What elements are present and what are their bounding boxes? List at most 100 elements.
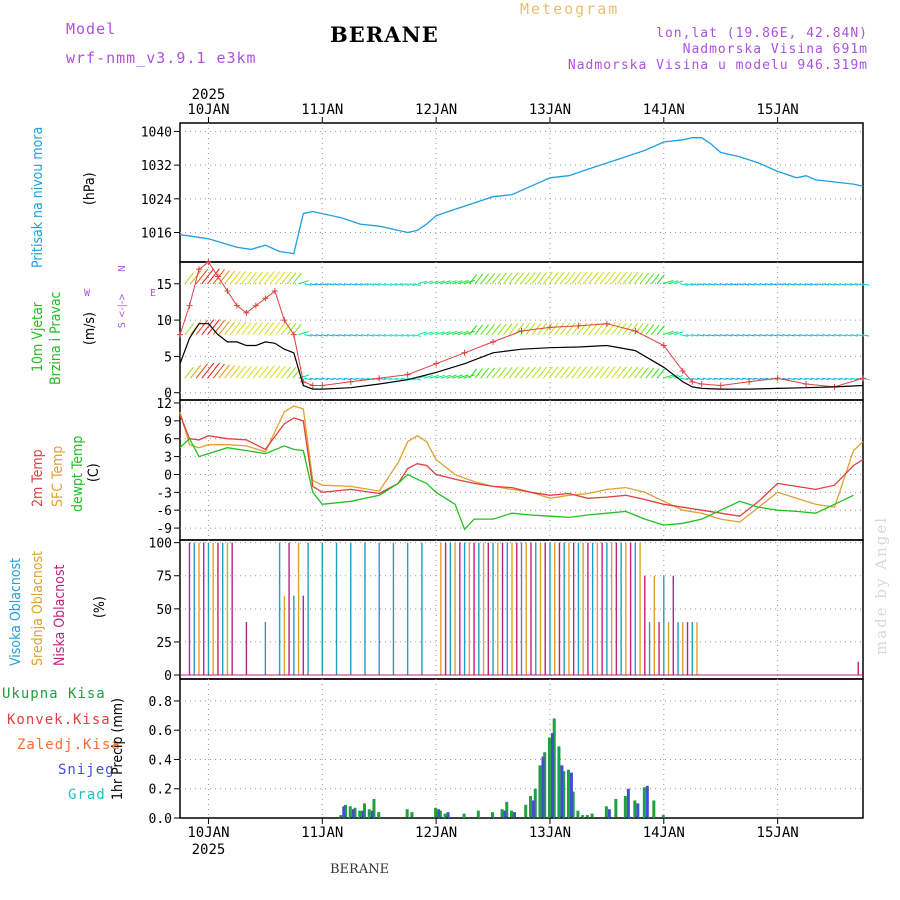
wind-barb xyxy=(702,283,710,286)
precip-legend-total: Ukupna Kisa xyxy=(2,686,106,702)
wind-barb xyxy=(588,271,599,285)
precip-total-bar xyxy=(614,798,618,818)
wind-barb xyxy=(799,377,807,381)
wind-barb xyxy=(708,283,716,286)
wind-barb xyxy=(662,330,674,336)
gust-marker xyxy=(195,266,202,273)
wind-barb xyxy=(321,334,329,337)
wind-barb xyxy=(850,283,858,286)
wind-barb xyxy=(759,283,767,286)
wind-barb xyxy=(252,271,263,285)
wind-barb xyxy=(753,283,761,286)
wind-barb xyxy=(839,377,847,381)
wind-barb xyxy=(508,272,519,285)
wind-barb xyxy=(861,283,870,286)
wind-barb xyxy=(605,322,616,335)
gust-marker xyxy=(774,375,781,382)
y-tick-label: 0.2 xyxy=(149,783,172,798)
gust-marker xyxy=(518,328,525,334)
wind-barb xyxy=(611,271,622,285)
wind-barb xyxy=(452,280,463,285)
wind-barb xyxy=(201,362,215,379)
precip-total-bar xyxy=(623,796,627,818)
wind-barb xyxy=(656,325,665,335)
wind-barb xyxy=(349,334,357,337)
precip-total-bar xyxy=(547,737,551,818)
wind-barb xyxy=(235,365,247,379)
wind-barb xyxy=(537,322,548,335)
wind-barb xyxy=(816,283,824,286)
wind-barb xyxy=(366,334,375,337)
precip-total-bar xyxy=(438,810,442,818)
wind-barb xyxy=(782,334,790,337)
precip-total-bar xyxy=(377,812,381,818)
wind-barb xyxy=(309,377,317,381)
wind-barb xyxy=(736,334,744,337)
x-tick-label-bottom: 15JAN xyxy=(757,825,799,841)
wind-barb xyxy=(474,368,484,379)
wind-barb xyxy=(719,334,727,337)
wind-barb xyxy=(338,377,346,381)
wind-barb xyxy=(793,334,801,337)
y-tick-label: 0 xyxy=(164,669,172,684)
wind-barb xyxy=(429,374,439,379)
gust-marker xyxy=(309,382,316,389)
wind-barb xyxy=(810,283,818,286)
wind-barb xyxy=(406,334,416,337)
wind-barb xyxy=(395,377,404,381)
y-tick-label: 10 xyxy=(156,314,172,329)
wind-barb xyxy=(457,330,469,336)
wind-barb xyxy=(309,283,317,286)
wind-barb xyxy=(435,374,445,379)
wind-barb xyxy=(258,322,269,335)
wind-barb xyxy=(861,334,870,337)
gust-marker xyxy=(679,367,686,374)
wind-barb xyxy=(304,283,312,286)
wind-barb xyxy=(264,365,275,379)
t2m-line xyxy=(179,414,864,517)
precip-total-bar xyxy=(552,718,556,818)
wind-barb xyxy=(241,322,252,335)
gust-marker xyxy=(746,378,753,385)
wind-barb xyxy=(633,272,644,285)
gust-marker xyxy=(281,317,288,324)
wind-barb xyxy=(190,270,202,285)
precip-total-bar xyxy=(362,803,366,818)
wind-barb xyxy=(212,320,225,335)
wind-barb xyxy=(805,377,813,381)
wind-barb xyxy=(195,319,208,335)
wind-barb xyxy=(537,366,548,379)
wind-barb xyxy=(491,272,501,285)
gust-marker xyxy=(243,309,250,316)
wind-barb xyxy=(361,283,369,286)
gust-marker xyxy=(376,375,383,382)
wind-barb xyxy=(799,283,807,286)
wind-barb xyxy=(822,283,830,286)
x-tick-label-bottom: 12JAN xyxy=(415,825,457,841)
wind-barb xyxy=(292,272,302,285)
wind-barb xyxy=(810,377,818,381)
wind-barb xyxy=(241,271,252,285)
precip-total-bar xyxy=(528,796,532,818)
precip-total-bar xyxy=(443,813,447,818)
wind-barb xyxy=(810,334,818,337)
wind-barb xyxy=(662,374,674,379)
wind-barb xyxy=(332,377,340,381)
gust-marker xyxy=(689,378,696,385)
y-tick-label: 3 xyxy=(164,451,172,466)
wind-barb xyxy=(286,272,297,285)
wind-barb xyxy=(571,366,582,379)
precip-snow-bar xyxy=(541,756,545,818)
wind-barb xyxy=(281,366,292,379)
wind-barb xyxy=(503,366,513,379)
wind-barb xyxy=(332,283,340,286)
year-label-top: 2025 xyxy=(192,87,226,103)
wind-barb xyxy=(719,377,727,381)
gust-marker xyxy=(271,288,278,295)
wind-barb xyxy=(378,334,386,337)
wind-barb xyxy=(765,334,773,337)
wind-barb xyxy=(560,271,570,285)
wind-barb xyxy=(326,283,334,286)
wind-speed-line xyxy=(179,323,864,390)
